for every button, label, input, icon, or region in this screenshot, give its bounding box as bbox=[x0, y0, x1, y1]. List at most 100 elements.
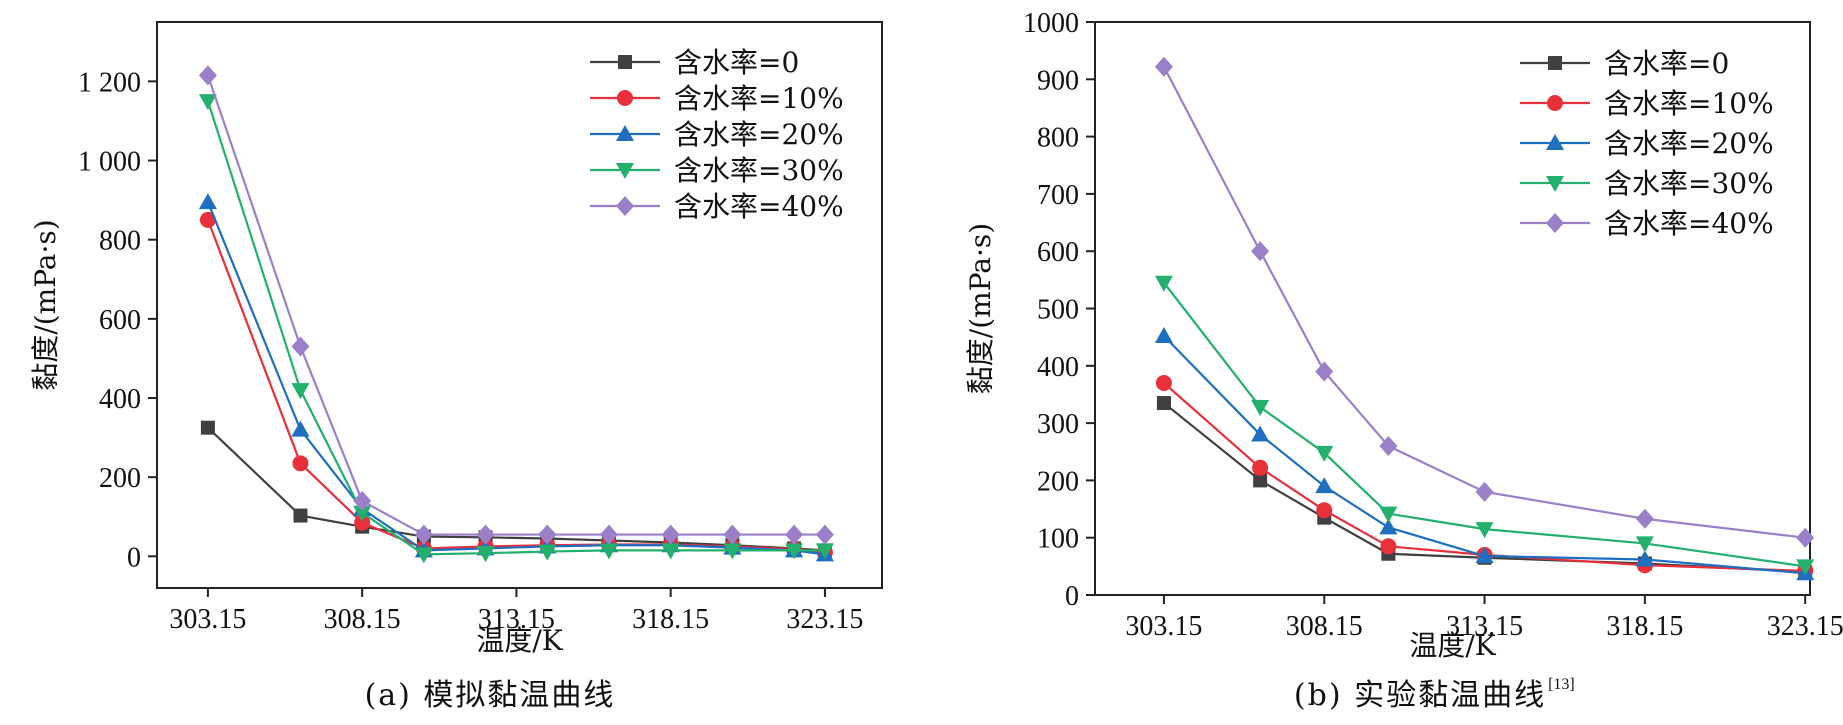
data-point bbox=[785, 524, 804, 545]
series-4 bbox=[198, 65, 834, 545]
legend-swatch-marker bbox=[618, 55, 632, 69]
y-tick-label: 300 bbox=[1037, 409, 1079, 440]
legend-label: 含水率=40% bbox=[674, 190, 844, 223]
y-tick-label: 1000 bbox=[1023, 8, 1079, 39]
y-axis-title: 黏度/(mPa·s) bbox=[964, 223, 997, 394]
data-point bbox=[1635, 536, 1654, 553]
data-point bbox=[1253, 473, 1268, 488]
y-tick-label: 400 bbox=[1037, 352, 1079, 383]
data-point bbox=[414, 547, 433, 564]
x-tick-label: 303.15 bbox=[169, 604, 246, 635]
figure-caption: (b) 实验黏温曲线 bbox=[1294, 678, 1546, 713]
plot-frame bbox=[156, 21, 883, 589]
x-axis-title: 温度/K bbox=[1409, 629, 1496, 662]
x-tick-label: 303.15 bbox=[1125, 611, 1202, 642]
data-point bbox=[599, 543, 618, 560]
data-point bbox=[353, 490, 372, 511]
data-point bbox=[1154, 275, 1173, 292]
data-point bbox=[198, 193, 217, 210]
x-tick-label: 313.15 bbox=[1446, 611, 1523, 642]
legend-label: 含水率=40% bbox=[1604, 207, 1774, 240]
legend-label: 含水率=10% bbox=[674, 82, 844, 115]
data-point bbox=[1315, 477, 1334, 494]
legend-label: 含水率=30% bbox=[674, 154, 844, 187]
data-point bbox=[291, 383, 310, 400]
data-point bbox=[1380, 538, 1397, 555]
data-point bbox=[292, 455, 309, 472]
data-point bbox=[723, 524, 742, 545]
data-point bbox=[1251, 241, 1270, 262]
data-point bbox=[538, 544, 557, 561]
data-point bbox=[1155, 374, 1172, 391]
y-tick-label: 800 bbox=[1037, 123, 1079, 154]
series-3 bbox=[198, 94, 834, 564]
data-point bbox=[1154, 327, 1173, 344]
legend-label: 含水率=20% bbox=[1604, 127, 1774, 160]
chart-panel-a: 0 200 400 600 800 1 000 1 200 303.15 308.15 313.1… bbox=[29, 21, 883, 713]
legend-label: 含水率=30% bbox=[1604, 167, 1774, 200]
legend-label: 含水率=0 bbox=[1604, 47, 1729, 80]
data-point bbox=[599, 524, 618, 545]
data-point bbox=[1379, 506, 1398, 523]
x-tick-label: 308.15 bbox=[1286, 611, 1363, 642]
data-point bbox=[353, 505, 372, 522]
data-point bbox=[354, 514, 371, 531]
data-point bbox=[815, 543, 834, 560]
data-point bbox=[414, 524, 433, 545]
x-axis-title: 温度/K bbox=[476, 624, 563, 657]
y-tick-label: 0 bbox=[1065, 581, 1079, 612]
data-point bbox=[1315, 361, 1334, 382]
data-point bbox=[293, 508, 308, 523]
x-tick-label: 318.15 bbox=[1606, 611, 1683, 642]
legend-swatch-marker bbox=[617, 90, 633, 106]
x-tick-label: 323.15 bbox=[1767, 611, 1843, 642]
data-point bbox=[1475, 481, 1494, 502]
y-tick-label: 700 bbox=[1037, 180, 1079, 211]
series-4 bbox=[1154, 56, 1815, 548]
y-tick-label: 0 bbox=[127, 542, 141, 573]
data-point bbox=[538, 524, 557, 545]
series-3 bbox=[1154, 275, 1815, 576]
data-point bbox=[661, 543, 680, 560]
data-point bbox=[1315, 445, 1334, 462]
data-point bbox=[1156, 396, 1171, 411]
legend-swatch-marker bbox=[616, 125, 634, 141]
data-point bbox=[1251, 400, 1270, 417]
y-tick-label: 100 bbox=[1037, 524, 1079, 555]
data-point bbox=[198, 94, 217, 111]
legend-swatch-marker bbox=[616, 196, 634, 216]
legend: 含水率=0 含水率=10% 含水率=20% 含水率=30% 含水率=40% bbox=[1520, 47, 1774, 240]
data-point bbox=[1635, 550, 1654, 567]
data-point bbox=[1796, 527, 1815, 548]
data-point bbox=[1316, 502, 1333, 519]
x-tick-label: 308.15 bbox=[324, 604, 401, 635]
data-point bbox=[1475, 547, 1494, 564]
data-point bbox=[1475, 522, 1494, 539]
x-tick-label: 313.15 bbox=[478, 604, 555, 635]
legend-swatch-marker bbox=[616, 163, 634, 179]
data-point bbox=[1379, 518, 1398, 535]
legend-label: 含水率=10% bbox=[1604, 87, 1774, 120]
series-line bbox=[206, 201, 826, 556]
legend-swatch-marker bbox=[1546, 213, 1564, 233]
x-tick-label: 318.15 bbox=[632, 604, 709, 635]
data-point bbox=[1154, 56, 1173, 77]
legend-label: 含水率=0 bbox=[674, 46, 799, 79]
caption-citation: [13] bbox=[1548, 676, 1575, 693]
legend-swatch-marker bbox=[1546, 134, 1564, 150]
data-point bbox=[1252, 459, 1269, 476]
y-tick-label: 400 bbox=[99, 384, 141, 415]
data-point bbox=[476, 524, 495, 545]
chart-panel-b: 0 100 200 300 400 500 600 700 800 900 1000 303.15 30… bbox=[964, 8, 1843, 713]
data-point bbox=[1796, 559, 1815, 576]
data-point bbox=[200, 420, 215, 435]
figure-caption: (a) 模拟黏温曲线 bbox=[365, 678, 616, 713]
data-point bbox=[661, 524, 680, 545]
data-point bbox=[785, 543, 804, 560]
data-point bbox=[198, 65, 217, 86]
y-tick-label: 200 bbox=[99, 463, 141, 494]
data-point bbox=[1251, 425, 1270, 442]
y-axis-title: 黏度/(mPa·s) bbox=[29, 219, 62, 390]
y-tick-label: 1 200 bbox=[78, 67, 141, 98]
